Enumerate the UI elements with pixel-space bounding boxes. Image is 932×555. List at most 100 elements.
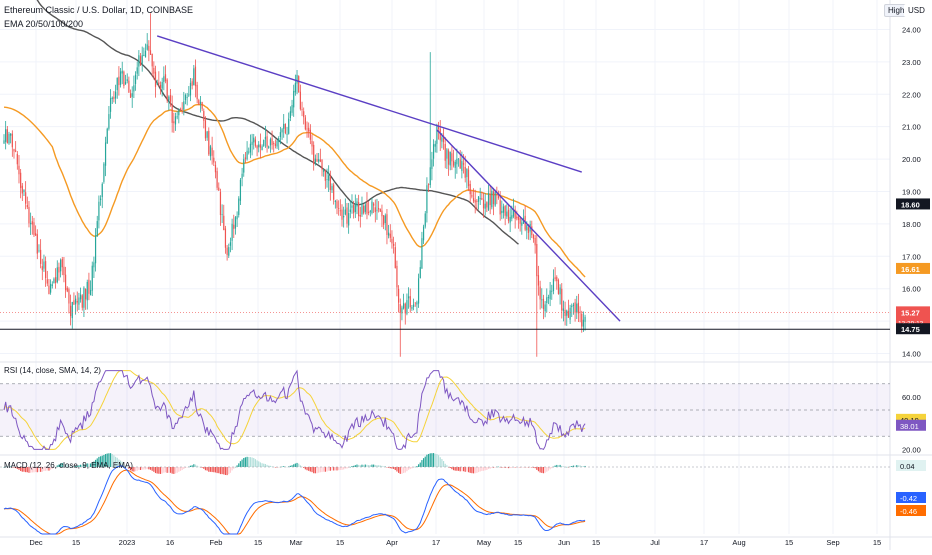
- candle[interactable]: [66, 286, 68, 293]
- candle[interactable]: [306, 121, 308, 138]
- candle[interactable]: [354, 194, 356, 219]
- candle[interactable]: [40, 239, 42, 269]
- candle[interactable]: [23, 189, 25, 197]
- candle[interactable]: [238, 196, 240, 218]
- candle[interactable]: [274, 139, 276, 149]
- candle[interactable]: [286, 126, 288, 144]
- candle[interactable]: [457, 158, 460, 167]
- candle[interactable]: [206, 130, 208, 141]
- candle[interactable]: [21, 182, 23, 201]
- candle[interactable]: [169, 88, 172, 107]
- candle[interactable]: [344, 198, 346, 216]
- support-line-layer[interactable]: [0, 312, 890, 330]
- candle[interactable]: [249, 134, 252, 159]
- candle[interactable]: [231, 218, 233, 251]
- candle[interactable]: [226, 245, 228, 261]
- candle[interactable]: [139, 52, 142, 66]
- candle[interactable]: [68, 287, 70, 314]
- candle[interactable]: [161, 77, 163, 97]
- candle[interactable]: [141, 46, 143, 72]
- candle[interactable]: [113, 91, 115, 103]
- candle[interactable]: [103, 162, 105, 184]
- candle[interactable]: [219, 188, 222, 226]
- candle[interactable]: [426, 177, 428, 223]
- candle[interactable]: [401, 305, 403, 321]
- candle[interactable]: [209, 144, 212, 161]
- candle[interactable]: [214, 161, 217, 179]
- candle[interactable]: [373, 202, 375, 214]
- candle[interactable]: [76, 291, 78, 312]
- candle[interactable]: [584, 314, 586, 331]
- candle[interactable]: [456, 148, 458, 174]
- candle[interactable]: [349, 200, 351, 219]
- candle[interactable]: [10, 133, 12, 144]
- candle[interactable]: [271, 130, 273, 150]
- candle[interactable]: [183, 91, 185, 116]
- candle[interactable]: [6, 126, 8, 144]
- candle[interactable]: [279, 126, 281, 145]
- trendline-2[interactable]: [436, 129, 621, 322]
- candle[interactable]: [471, 190, 473, 199]
- candle[interactable]: [436, 123, 438, 153]
- candle[interactable]: [58, 262, 60, 281]
- candle[interactable]: [156, 79, 158, 85]
- candle[interactable]: [502, 203, 505, 219]
- candle[interactable]: [108, 106, 110, 131]
- ema-200-line[interactable]: [4, 0, 519, 245]
- candle[interactable]: [119, 68, 122, 88]
- candle[interactable]: [439, 120, 441, 151]
- candle[interactable]: [551, 284, 553, 300]
- candle[interactable]: [154, 65, 157, 98]
- candle[interactable]: [3, 134, 5, 144]
- candle[interactable]: [351, 194, 353, 214]
- candle[interactable]: [562, 300, 565, 322]
- candle[interactable]: [8, 131, 10, 145]
- candle[interactable]: [239, 178, 242, 206]
- candle[interactable]: [266, 130, 268, 153]
- candle[interactable]: [96, 215, 98, 237]
- candle[interactable]: [404, 302, 406, 325]
- candle[interactable]: [211, 136, 213, 165]
- candle[interactable]: [63, 256, 65, 283]
- trendline-1[interactable]: [156, 35, 582, 173]
- candle[interactable]: [291, 99, 293, 116]
- candle[interactable]: [507, 204, 510, 224]
- scale-mode-button[interactable]: High: [884, 4, 909, 17]
- candle[interactable]: [427, 183, 430, 192]
- candle[interactable]: [303, 107, 305, 125]
- candle[interactable]: [381, 204, 383, 228]
- candle[interactable]: [412, 298, 415, 311]
- candles-layer[interactable]: [3, 13, 586, 357]
- candle[interactable]: [492, 187, 495, 216]
- candle[interactable]: [223, 204, 225, 231]
- candle[interactable]: [256, 144, 258, 157]
- candle[interactable]: [341, 204, 343, 227]
- candle[interactable]: [414, 302, 416, 307]
- candle[interactable]: [564, 301, 566, 326]
- candle[interactable]: [466, 168, 468, 189]
- candle[interactable]: [309, 124, 311, 145]
- candle[interactable]: [151, 53, 153, 77]
- candle[interactable]: [71, 301, 73, 329]
- candle[interactable]: [474, 189, 476, 214]
- candle[interactable]: [449, 151, 451, 171]
- candle[interactable]: [338, 200, 340, 216]
- candle[interactable]: [577, 293, 580, 322]
- candle[interactable]: [263, 139, 265, 147]
- candle[interactable]: [234, 215, 237, 235]
- candle[interactable]: [246, 141, 248, 161]
- candle[interactable]: [268, 145, 270, 149]
- candle[interactable]: [482, 192, 485, 218]
- candle[interactable]: [173, 112, 175, 133]
- candle[interactable]: [552, 269, 555, 295]
- candle[interactable]: [184, 93, 187, 105]
- candle[interactable]: [11, 130, 13, 157]
- candle[interactable]: [411, 305, 413, 311]
- candle[interactable]: [74, 295, 77, 315]
- candle[interactable]: [31, 215, 33, 235]
- rsi-value-label[interactable]: 38.01: [896, 419, 926, 431]
- candle[interactable]: [384, 213, 386, 231]
- candle[interactable]: [143, 47, 145, 57]
- candle[interactable]: [89, 280, 92, 296]
- candle[interactable]: [409, 288, 411, 313]
